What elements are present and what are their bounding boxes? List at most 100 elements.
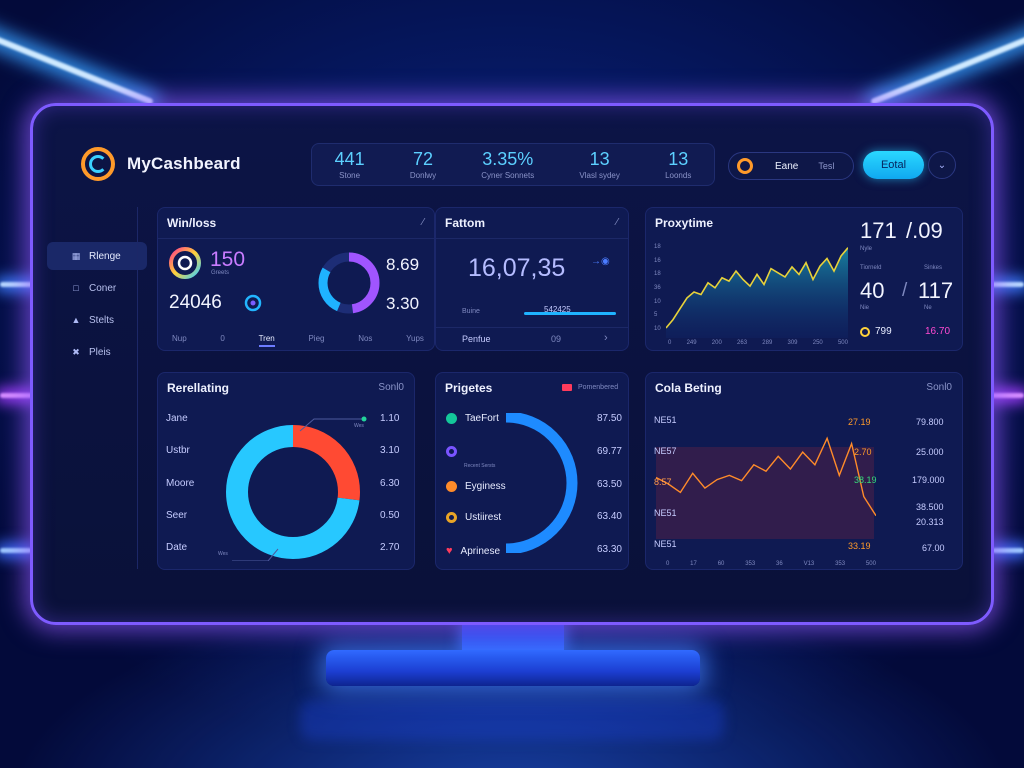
card-action[interactable]: Sonl0 — [926, 382, 952, 393]
row-label: NE51 — [654, 415, 677, 425]
tick-label: 353 — [745, 561, 756, 567]
stat-label: Tiorneld — [860, 265, 882, 271]
sidebar-item-rlenge[interactable]: ▦ Rlenge — [47, 242, 147, 270]
card-title: Rerellating — [167, 381, 230, 395]
target-icon[interactable] — [244, 294, 262, 312]
heart-icon: ♥ — [446, 545, 453, 557]
tick-label: 0 — [666, 561, 670, 567]
stat-item[interactable]: 13 Loonds — [665, 149, 691, 180]
stat-item[interactable]: 13 Vlasl sydey — [579, 149, 619, 180]
row-value: 63.40 — [596, 511, 622, 523]
logo-icon — [81, 147, 115, 181]
tab[interactable]: Nup — [172, 334, 187, 343]
card-action[interactable]: Pomenbered — [578, 384, 619, 391]
stat-label: Nyle — [860, 246, 873, 252]
series-line — [656, 436, 876, 517]
row-value: 2.70 — [380, 542, 400, 553]
sidebar-item-stelts[interactable]: ▲ Stelts — [47, 306, 147, 334]
proxytime-card: Proxytime 18 16 18 36 10 5 10 0 249 200 … — [645, 207, 963, 351]
light-streak — [0, 548, 32, 553]
stat-value: 3.35% — [482, 149, 534, 169]
tab[interactable]: Pieg — [308, 334, 325, 343]
row-labels: NE51 NE57 8.57 NE51 NE51 — [654, 415, 677, 549]
tick-label: 17 — [690, 561, 697, 567]
relating-card: Rerellating Sonl0 Jane Ustbr Moore Seer … — [157, 372, 415, 570]
filter-selector[interactable]: Eane Tesl — [728, 152, 854, 180]
list-item[interactable] — [446, 446, 465, 457]
progress-ring — [318, 252, 380, 314]
light-streak — [0, 393, 34, 398]
app-logo[interactable]: MyCashbeard — [81, 147, 241, 181]
tick-label: V13 — [803, 561, 815, 567]
tab-active[interactable]: Tren — [258, 334, 275, 347]
tick-label: 60 — [717, 561, 725, 567]
card-title: Proxytime — [655, 216, 714, 230]
sidebar: ▦ Rlenge □ Coner ▲ Stelts ✖ Pleis — [47, 242, 147, 370]
tick-label: 36 — [776, 561, 783, 567]
right-value: 25.000 — [916, 447, 944, 457]
x-axis-labels: 0 17 60 353 36 V13 353 500 — [666, 561, 876, 567]
sidebar-item-label: Coner — [89, 282, 117, 294]
sidebar-divider — [137, 207, 138, 569]
link-icon[interactable]: →◉ — [591, 256, 610, 267]
total-value: 24046 — [169, 292, 222, 313]
tab[interactable]: Yups — [406, 334, 424, 343]
dot-icon — [446, 481, 457, 492]
prigetes-card: Prigetes Pomenbered Recent Sersts TaeFor… — [435, 372, 629, 570]
mid-value: 2.70 — [854, 447, 872, 457]
legend-label: Buine — [462, 308, 480, 315]
card-action[interactable]: Sonl0 — [378, 382, 404, 393]
total-button[interactable]: Eotal — [863, 151, 924, 179]
stat-item[interactable]: 72 Donlwy — [410, 149, 436, 180]
edit-icon[interactable]: ⁄ — [422, 217, 424, 228]
mid-value: 33.19 — [848, 541, 871, 551]
list-item[interactable]: ♥ Aprinese — [446, 545, 500, 557]
light-streak — [870, 24, 1024, 106]
stat-item[interactable]: 441 Stone — [335, 149, 365, 180]
tick-label: 5 — [654, 312, 658, 319]
tick-label: 36 — [654, 284, 661, 291]
list-item[interactable]: Ustiirest — [446, 512, 501, 523]
row-label: Eyginess — [465, 481, 506, 492]
stat-label: Stone — [339, 171, 361, 180]
card-title: Win/loss — [167, 216, 217, 230]
tick-label: 200 — [711, 340, 722, 346]
tab[interactable]: Nos — [358, 334, 373, 343]
tab[interactable]: 0 — [220, 334, 225, 343]
users-icon: ▲ — [71, 315, 81, 325]
row-value: 69.77 — [596, 445, 622, 457]
app-title: MyCashbeard — [127, 154, 241, 173]
arc-note: Recent Sersts — [464, 463, 496, 469]
light-streak — [0, 24, 154, 106]
filter-secondary[interactable]: Tesl — [818, 161, 835, 171]
tick-label: 500 — [865, 561, 876, 567]
sidebar-item-pleis[interactable]: ✖ Pleis — [47, 338, 147, 366]
monitor-stand-neck — [462, 625, 564, 653]
tick-label: 250 — [812, 340, 823, 346]
row-label: NE51 — [654, 508, 677, 518]
stat-value: 13 — [668, 149, 689, 169]
tick-label: 10 — [654, 325, 661, 332]
light-streak — [990, 393, 1024, 398]
sidebar-item-label: Stelts — [89, 314, 115, 326]
fattom-card: Fattom ⁄ 16,07,35 →◉ Buine 542425 Penfue… — [435, 207, 629, 351]
list-item[interactable]: Eyginess — [446, 481, 506, 492]
tab-row: Nup 0 Tren Pieg Nos Yups — [172, 334, 424, 347]
badge-caption: Greets — [211, 270, 230, 276]
stat-value: 13 — [589, 149, 610, 169]
filter-primary[interactable]: Eane — [775, 160, 799, 172]
chevron-right-icon[interactable]: › — [604, 332, 608, 344]
sidebar-item-label: Pleis — [89, 346, 111, 358]
sidebar-item-coner[interactable]: □ Coner — [47, 274, 147, 302]
row-label: Seer — [166, 509, 188, 521]
ring-icon — [446, 512, 457, 523]
tick-label: 249 — [686, 340, 697, 346]
list-item[interactable]: TaeFort — [446, 413, 499, 424]
row-value: 1.10 — [380, 413, 400, 424]
edit-icon[interactable]: ⁄ — [616, 217, 618, 228]
stat-item[interactable]: 3.35% Cyner Sonnets — [481, 149, 534, 180]
monitor-reflection — [300, 700, 724, 740]
chevron-down-icon[interactable]: ⌄ — [928, 151, 956, 179]
metric-value: 799 — [875, 326, 892, 337]
stats-bar: 441 Stone 72 Donlwy 3.35% Cyner Sonnets … — [311, 143, 715, 186]
